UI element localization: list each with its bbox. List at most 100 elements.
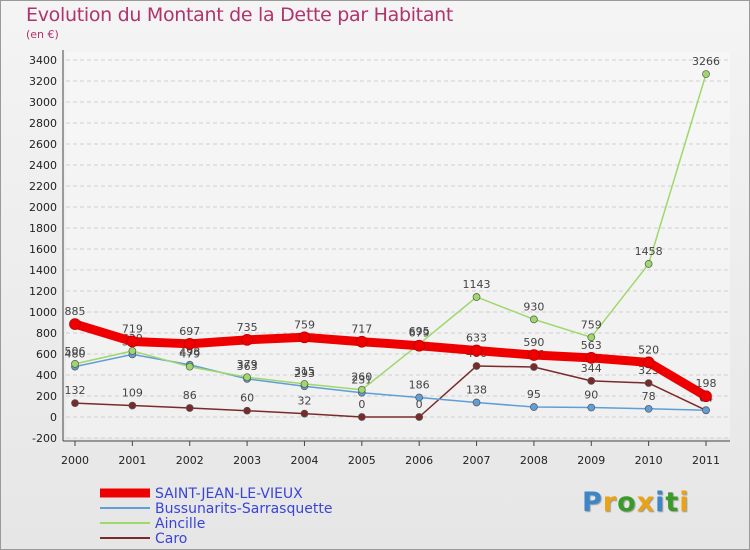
data-point [185, 362, 194, 371]
data-point [644, 379, 653, 387]
y-tick-label: 3200 [29, 75, 57, 88]
y-tick-label: 2400 [29, 159, 57, 172]
data-point [71, 399, 79, 407]
data-point [644, 260, 653, 268]
y-tick-label: 2600 [29, 138, 57, 151]
data-label: 695 [409, 325, 430, 338]
data-label: 719 [122, 323, 143, 336]
data-point [128, 401, 137, 410]
data-label: 315 [294, 365, 315, 378]
data-point [644, 404, 653, 413]
data-label: 60 [240, 392, 254, 405]
x-tick-label: 2008 [520, 454, 548, 467]
x-tick-label: 2011 [692, 454, 720, 467]
data-label: 590 [523, 336, 544, 349]
series-line-bussunarits-sarrasquette [74, 353, 707, 412]
chart-subtitle: (en €) [26, 28, 59, 41]
data-label: 198 [696, 377, 717, 390]
y-tick-label: 3400 [29, 54, 57, 67]
y-tick-label: 1600 [29, 243, 57, 256]
data-point [357, 413, 366, 421]
data-label: 78 [642, 390, 656, 403]
data-point [241, 333, 253, 346]
data-point [472, 362, 481, 370]
y-tick-label: 2000 [29, 201, 57, 214]
data-point [69, 318, 81, 330]
data-point [126, 335, 139, 348]
data-point [587, 377, 596, 385]
proxiti-logo: Proxiti [582, 487, 690, 518]
data-label: 231 [351, 374, 372, 387]
x-tick-label: 2010 [635, 454, 663, 467]
data-label: 759 [294, 318, 315, 331]
logo-letter: r [602, 487, 618, 518]
data-label: 479 [179, 348, 200, 361]
x-tick-label: 2003 [233, 454, 261, 467]
data-point [185, 404, 194, 412]
data-label: 735 [237, 321, 258, 334]
data-point [587, 403, 596, 412]
data-point [355, 335, 368, 348]
data-label: 138 [466, 384, 487, 397]
data-label: 520 [638, 343, 659, 356]
chart-title: Evolution du Montant de la Dette par Hab… [26, 4, 454, 26]
y-tick-label: -200 [32, 432, 57, 445]
data-point [243, 406, 251, 415]
data-point [702, 406, 710, 415]
data-label: 32 [297, 395, 311, 408]
y-tick-label: 3000 [29, 96, 57, 109]
y-tick-label: 1000 [29, 306, 57, 319]
series-line-caro [74, 365, 707, 418]
y-tick-label: 800 [36, 327, 57, 340]
data-label: 498 [179, 346, 200, 359]
data-label: 885 [65, 305, 86, 318]
data-point [642, 356, 655, 369]
data-label: 506 [65, 345, 86, 358]
y-tick-label: 0 [50, 411, 57, 424]
x-tick-label: 2006 [405, 454, 433, 467]
data-point [587, 333, 596, 342]
data-point [298, 331, 311, 344]
y-tick-label: 1800 [29, 222, 57, 235]
data-label: 132 [65, 384, 86, 397]
data-point [243, 373, 251, 382]
data-label: 717 [351, 323, 372, 336]
data-label: 344 [581, 362, 602, 375]
data-label: 86 [183, 389, 197, 402]
x-tick-label: 2009 [577, 454, 605, 467]
legend-label: Aincille [155, 516, 205, 532]
y-tick-label: 200 [36, 390, 57, 403]
data-point [702, 70, 710, 78]
data-label: 0 [416, 398, 423, 411]
data-label: 1143 [463, 278, 491, 291]
data-point [71, 360, 79, 368]
data-label: 90 [584, 389, 598, 402]
data-label: 293 [294, 367, 315, 380]
data-point [530, 403, 538, 411]
logo-letter: t [665, 487, 680, 518]
legend-label: Bussunarits-Sarrasquette [155, 501, 332, 517]
data-label: 0 [358, 398, 365, 411]
x-tick-label: 2001 [118, 454, 146, 467]
y-tick-label: 1200 [29, 285, 57, 298]
logo-letter: i [655, 487, 666, 518]
data-label: 363 [237, 360, 258, 373]
data-label: 679 [409, 327, 430, 340]
data-label: 186 [409, 378, 430, 391]
data-label: 3266 [692, 55, 720, 68]
series-line-saint-jean-le-vieux [70, 319, 711, 401]
logo-letter: P [582, 487, 603, 518]
y-tick-label: 600 [36, 348, 57, 361]
y-tick-label: 400 [36, 369, 57, 382]
data-point [357, 385, 366, 394]
data-label: 1458 [635, 245, 663, 258]
data-point [585, 352, 598, 364]
logo-letter: o [617, 487, 637, 518]
y-tick-label: 2800 [29, 117, 57, 130]
data-point [470, 344, 483, 357]
x-tick-label: 2004 [290, 454, 318, 467]
data-point [530, 363, 538, 371]
data-point [700, 390, 712, 403]
